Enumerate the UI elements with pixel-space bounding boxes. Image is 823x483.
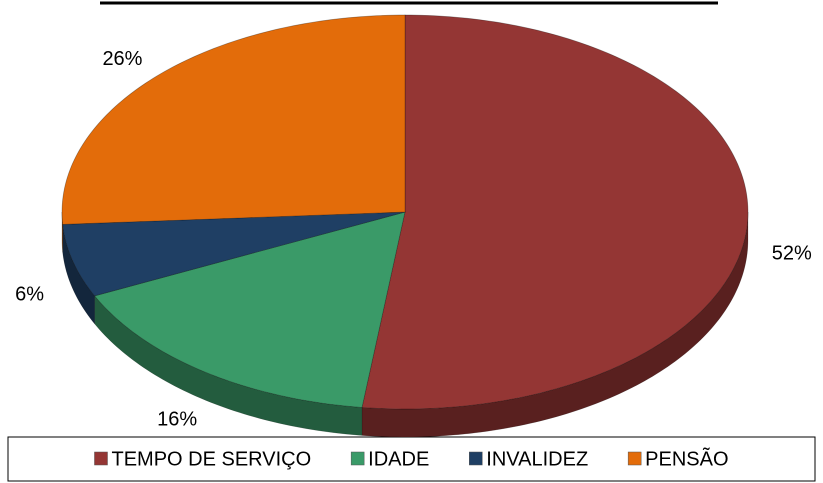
legend-swatch (94, 451, 108, 466)
legend-label: TEMPO DE SERVIÇO (111, 448, 311, 470)
slice (94, 211, 406, 408)
legend-swatch (627, 451, 642, 466)
legend-label: PENSÃO (645, 446, 728, 470)
data-label: 52% (772, 242, 812, 264)
data-label: 26% (102, 48, 142, 70)
data-label: 16% (157, 408, 197, 430)
legend-swatch (469, 451, 483, 466)
legend-box (7, 436, 816, 482)
slice (62, 211, 406, 297)
legend-label: INVALIDEZ (486, 448, 588, 470)
slice (361, 14, 749, 410)
slice (61, 14, 406, 225)
legend-swatch (350, 451, 365, 466)
slice-side (61, 211, 63, 253)
legend-label: IDADE (368, 448, 429, 470)
data-label: 6% (15, 284, 44, 306)
